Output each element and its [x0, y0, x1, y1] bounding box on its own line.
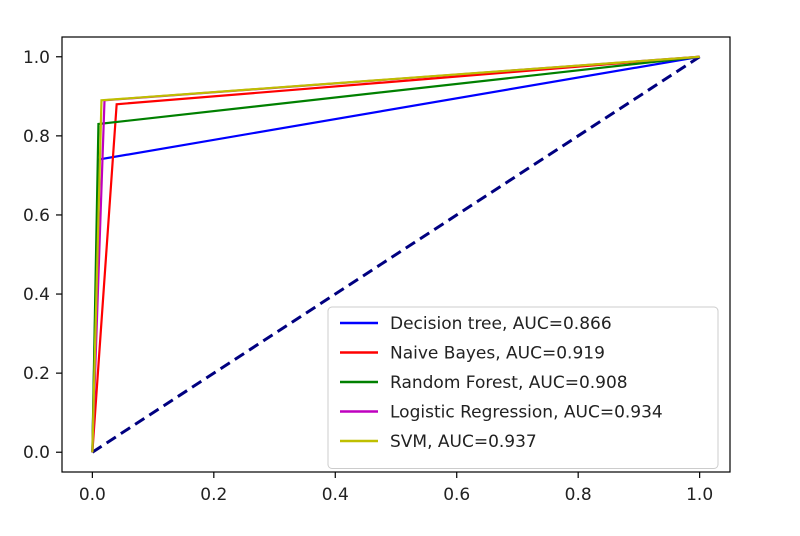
legend-box	[327, 306, 719, 469]
y-tick-label: 0.6	[23, 206, 50, 226]
legend-label-1: Naive Bayes, AUC=0.919	[390, 344, 605, 364]
y-tick-label: 1.0	[23, 48, 50, 68]
plot-frame	[61, 36, 731, 473]
reference-diagonal-line	[91, 55, 701, 454]
legend-label-0: Decision tree, AUC=0.866	[390, 314, 612, 334]
y-tick-label: 0.2	[23, 364, 50, 384]
y-tick-label: 0.4	[23, 285, 50, 305]
x-tick-label: 0.2	[200, 485, 227, 505]
series-line-4	[91, 55, 700, 453]
series-line-1	[91, 55, 700, 453]
y-tick-label: 0.0	[23, 443, 50, 463]
x-tick-label: 0.0	[79, 485, 106, 505]
plot-area	[91, 55, 701, 454]
axes: 0.0 0.2 0.4 0.6 0.8 1.0 0.0 0.2 0.4 0.6 0.8 1.0	[23, 36, 731, 505]
legend-label-2: Random Forest, AUC=0.908	[390, 373, 628, 393]
legend: Decision tree, AUC=0.866 Naive Bayes, AUC…	[327, 306, 719, 469]
y-tick-label: 0.8	[23, 127, 50, 147]
x-tick-label: 1.0	[686, 485, 713, 505]
x-tick-label: 0.6	[443, 485, 470, 505]
legend-label-3: Logistic Regression, AUC=0.934	[390, 403, 663, 423]
legend-label-4: SVM, AUC=0.937	[390, 432, 537, 452]
x-tick-label: 0.4	[322, 485, 349, 505]
x-tick-label: 0.8	[565, 485, 592, 505]
